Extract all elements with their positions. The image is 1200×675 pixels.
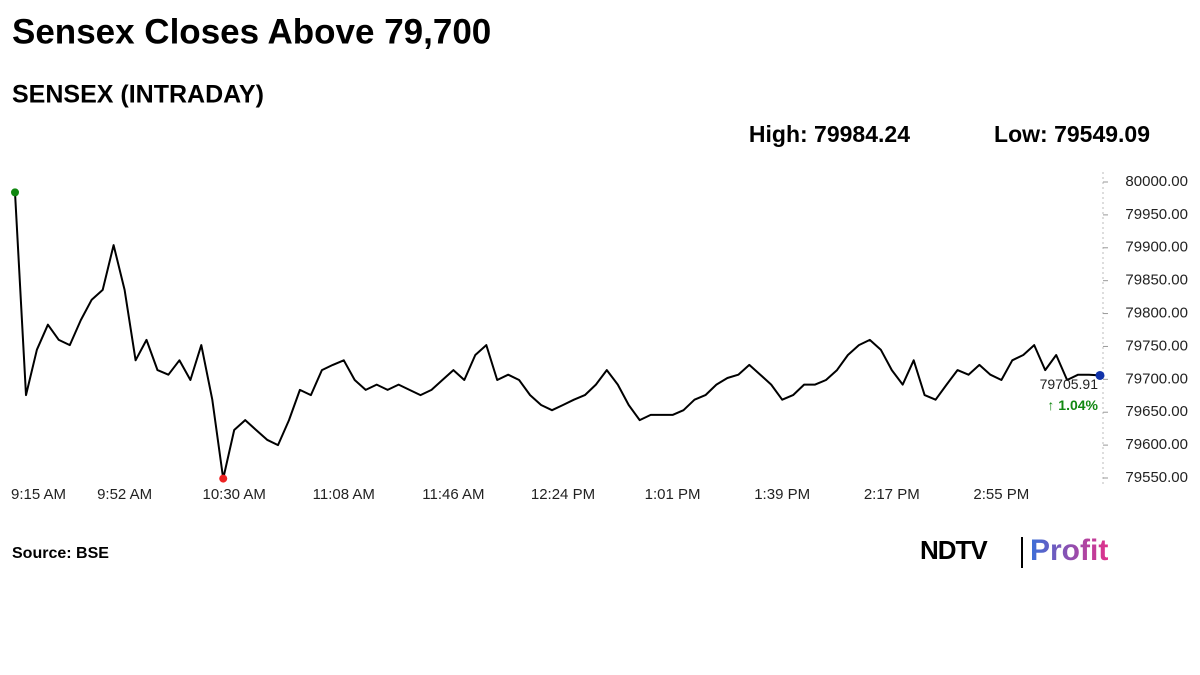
low-marker xyxy=(219,474,228,483)
y-tick-label: 79950.00 xyxy=(1125,206,1188,223)
x-tick-label: 11:08 AM xyxy=(313,486,375,503)
y-tick-label: 79700.00 xyxy=(1125,370,1188,387)
y-tick-label: 79750.00 xyxy=(1125,337,1188,354)
x-tick-label: 10:30 AM xyxy=(202,486,265,503)
y-tick-label: 80000.00 xyxy=(1125,173,1188,190)
y-tick-label: 79850.00 xyxy=(1125,272,1188,289)
y-tick-label: 79550.00 xyxy=(1125,469,1188,486)
x-tick-label: 12:24 PM xyxy=(531,486,595,503)
y-tick-label: 79800.00 xyxy=(1125,305,1188,322)
y-tick-label: 79650.00 xyxy=(1125,403,1188,420)
y-tick-label: 79900.00 xyxy=(1125,239,1188,256)
chart-subtitle: SENSEX (INTRADAY) xyxy=(12,81,264,109)
x-tick-label: 1:39 PM xyxy=(754,486,810,503)
change-label: ↑ 1.04% xyxy=(1047,397,1098,413)
high-marker xyxy=(11,188,19,197)
x-tick-label: 1:01 PM xyxy=(645,486,701,503)
logo-product: Profit xyxy=(1030,534,1108,567)
last-label: 79705.91 xyxy=(1040,376,1099,392)
x-tick-label: 9:15 AM xyxy=(11,486,66,503)
y-tick-label: 79600.00 xyxy=(1125,436,1188,453)
x-tick-label: 2:55 PM xyxy=(973,486,1029,503)
last-marker xyxy=(1095,370,1105,380)
x-tick-label: 2:17 PM xyxy=(864,486,920,503)
low-label: Low: 79549.09 xyxy=(994,121,1150,147)
high-label: High: 79984.24 xyxy=(749,121,910,147)
source: Source: BSE xyxy=(12,545,109,562)
x-tick-label: 9:52 AM xyxy=(97,486,152,503)
chart-title: Sensex Closes Above 79,700 xyxy=(12,12,491,51)
x-tick-label: 11:46 AM xyxy=(422,486,484,503)
price-line xyxy=(14,192,1101,480)
logo-brand: NDTV xyxy=(920,535,988,565)
